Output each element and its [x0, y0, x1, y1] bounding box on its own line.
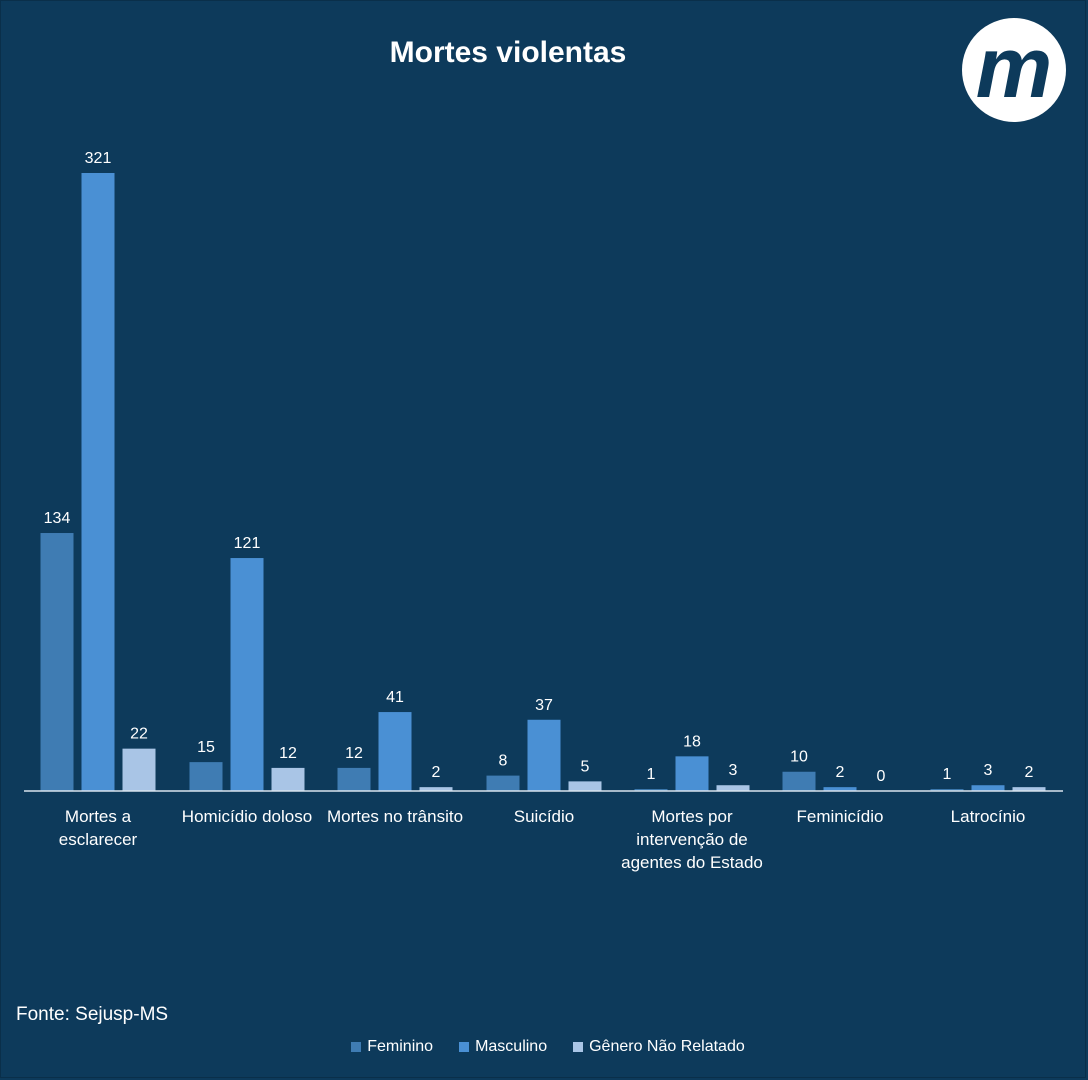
bar-masculino-5	[823, 787, 857, 791]
legend-label: Gênero Não Relatado	[589, 1038, 745, 1055]
legend-label: Masculino	[475, 1038, 548, 1055]
data-label: 15	[197, 739, 215, 756]
bar-g-nero-n-o-relatado-2	[419, 787, 453, 791]
bar-g-nero-n-o-relatado-3	[568, 781, 602, 791]
bar-feminino-5	[782, 771, 816, 791]
bar-g-nero-n-o-relatado-6	[1012, 787, 1046, 791]
data-label: 134	[44, 510, 71, 527]
category-label: Mortes no trânsito	[327, 807, 463, 826]
data-label: 321	[85, 150, 112, 167]
bar-g-nero-n-o-relatado-0	[122, 748, 156, 791]
bar-feminino-6	[930, 789, 964, 791]
data-label: 22	[130, 726, 148, 743]
data-label: 1	[647, 766, 656, 783]
category-label: intervenção de	[636, 830, 748, 849]
data-label: 121	[234, 535, 261, 552]
category-label: esclarecer	[59, 830, 138, 849]
legend-item: Masculino	[459, 1038, 547, 1056]
brand-logo: m	[962, 18, 1066, 122]
bar-g-nero-n-o-relatado-4	[716, 785, 750, 791]
data-label: 5	[581, 758, 590, 775]
logo-letter: m	[976, 20, 1052, 116]
data-label: 2	[1025, 764, 1034, 781]
data-label: 2	[836, 764, 845, 781]
data-label: 37	[535, 697, 553, 714]
category-label: Mortes a	[65, 807, 132, 826]
data-label: 10	[790, 749, 808, 766]
legend-swatch	[351, 1042, 362, 1052]
bar-feminino-0	[40, 533, 74, 791]
chart-title: Mortes violentas	[389, 36, 627, 69]
legend-item: Feminino	[351, 1038, 433, 1056]
bar-masculino-2	[378, 712, 412, 791]
data-label: 12	[279, 745, 297, 762]
bar-feminino-3	[486, 775, 520, 791]
data-label: 2	[432, 764, 441, 781]
data-label: 8	[499, 753, 508, 770]
legend-item: Gênero Não Relatado	[573, 1038, 745, 1056]
category-label: Latrocínio	[951, 807, 1026, 826]
bar-masculino-4	[675, 756, 709, 791]
source-note: Fonte: Sejusp-MS	[16, 1004, 169, 1025]
bar-feminino-4	[634, 789, 668, 791]
data-label: 0	[877, 768, 886, 785]
bar-masculino-0	[81, 173, 115, 791]
data-label: 18	[683, 733, 701, 750]
data-label: 12	[345, 745, 363, 762]
bar-g-nero-n-o-relatado-1	[271, 767, 305, 791]
data-label: 41	[386, 689, 404, 706]
category-label: Feminicídio	[797, 807, 884, 826]
category-label: Homicídio doloso	[182, 807, 312, 826]
category-label: agentes do Estado	[621, 853, 763, 872]
data-label: 3	[984, 762, 993, 779]
bar-masculino-1	[230, 558, 264, 791]
data-label: 1	[943, 766, 952, 783]
category-label: Suicídio	[514, 807, 574, 826]
bar-feminino-1	[189, 762, 223, 791]
legend-swatch	[459, 1042, 470, 1052]
legend: Feminino Masculino Gênero Não Relatado	[0, 1038, 1088, 1056]
bar-masculino-6	[971, 785, 1005, 791]
legend-swatch	[573, 1042, 584, 1052]
data-label: 3	[729, 762, 738, 779]
category-label: Mortes por	[651, 807, 733, 826]
bar-masculino-3	[527, 719, 561, 791]
bar-feminino-2	[337, 767, 371, 791]
legend-label: Feminino	[367, 1038, 434, 1055]
